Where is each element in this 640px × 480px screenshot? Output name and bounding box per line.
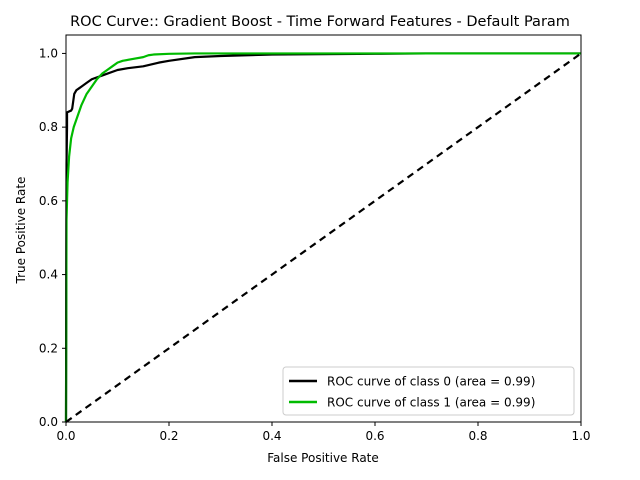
y-tick-label: 1.0: [39, 46, 58, 60]
x-axis-label: False Positive Rate: [267, 451, 379, 465]
x-tick-label: 1.0: [571, 429, 590, 443]
y-tick-label: 0.4: [39, 268, 58, 282]
legend-box: [282, 366, 575, 416]
legend: ROC curve of class 0 (area = 0.99) ROC cu…: [282, 366, 575, 416]
legend-entry-label: ROC curve of class 1 (area = 0.99): [327, 396, 535, 410]
x-tick-label: 0.8: [468, 429, 487, 443]
chart-title: ROC Curve:: Gradient Boost - Time Forwar…: [70, 14, 570, 30]
plot-area: 0.0 0.2 0.4 0.6 0.8 1.0 0.0 0.2 0.4 0.6 0.8 1.0: [39, 34, 591, 443]
x-tick-label: 0.0: [56, 429, 75, 443]
y-axis-label: True Positive Rate: [14, 177, 28, 285]
x-tick-label: 0.2: [159, 429, 178, 443]
y-tick-label: 0.6: [39, 194, 58, 208]
y-tick-label: 0.0: [39, 415, 58, 429]
axes-frame: [65, 34, 582, 423]
series-line-class-1: [64, 52, 581, 423]
legend-entry-label: ROC curve of class 0 (area = 0.99): [327, 375, 535, 389]
y-tick-label: 0.8: [39, 120, 58, 134]
series-group: [64, 52, 582, 423]
y-tick-label: 0.2: [39, 341, 58, 355]
chance-diagonal-line: [65, 52, 582, 423]
x-tick-label: 0.4: [262, 429, 281, 443]
x-tick-label: 0.6: [365, 429, 384, 443]
